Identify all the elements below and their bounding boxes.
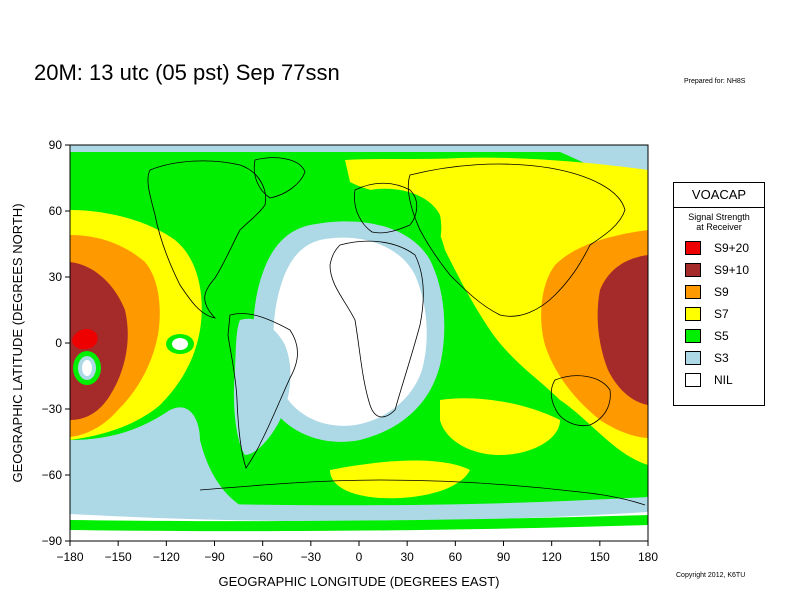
signal-legend: VOACAP Signal Strength at Receiver S9+20… xyxy=(673,182,765,406)
legend-swatch xyxy=(685,285,701,299)
region-s5-south-band xyxy=(70,515,648,532)
antarctica-outline xyxy=(199,479,646,506)
europe-outline xyxy=(354,182,418,234)
legend-label: S9+10 xyxy=(714,263,750,277)
legend-subtitle-line2: at Receiver xyxy=(696,222,742,232)
legend-title: VOACAP xyxy=(674,183,764,208)
x-tick-label: −30 xyxy=(301,550,322,564)
signal-coverage-layer xyxy=(70,145,648,541)
legend-swatch xyxy=(685,263,701,277)
asia-outline xyxy=(407,163,626,317)
legend-item: S5 xyxy=(674,326,764,348)
legend-item: S3 xyxy=(674,348,764,370)
legend-subtitle-line1: Signal Strength xyxy=(688,212,750,222)
region-s3-south-west xyxy=(70,407,260,520)
legend-item: NIL xyxy=(674,370,764,392)
region-s3-south-band xyxy=(70,497,648,522)
y-tick-label: −60 xyxy=(42,468,63,482)
region-s7-indian-ocean xyxy=(440,398,560,455)
region-nil-ring xyxy=(82,360,92,376)
legend-swatch xyxy=(685,351,701,365)
legend-swatch xyxy=(685,307,701,321)
y-tick-label: 90 xyxy=(49,138,63,152)
y-tick-label: 30 xyxy=(49,270,63,284)
x-tick-label: −90 xyxy=(204,550,225,564)
legend-label: NIL xyxy=(714,373,733,387)
legend-label: S3 xyxy=(714,351,729,365)
x-axis-ticks: −180 −150 −120 −90 −60 −30 0 30 60 90 120 150 180 xyxy=(56,541,658,564)
coastline-layer xyxy=(147,157,646,506)
legend-swatch xyxy=(685,241,701,255)
australia-outline xyxy=(550,375,611,427)
region-s9p10-western-pacific xyxy=(597,255,648,405)
x-tick-label: 120 xyxy=(542,550,562,564)
x-tick-label: −180 xyxy=(56,550,83,564)
region-nil-pacific-spot xyxy=(172,338,188,350)
legend-swatch xyxy=(685,329,701,343)
legend-item: S9+20 xyxy=(674,238,764,260)
x-tick-label: 90 xyxy=(497,550,511,564)
x-tick-label: 30 xyxy=(400,550,414,564)
y-axis-title: GEOGRAPHIC LATITUDE (DEGREES NORTH) xyxy=(10,203,25,482)
prepared-for-note: Prepared for: NH8S xyxy=(684,78,746,85)
legend-label: S9+20 xyxy=(714,241,750,255)
page-title: 20M: 13 utc (05 pst) Sep 77ssn xyxy=(34,60,340,85)
legend-label: S9 xyxy=(714,285,729,299)
x-tick-label: 180 xyxy=(638,550,658,564)
legend-item: S9 xyxy=(674,282,764,304)
region-s7-south-atlantic xyxy=(330,460,470,499)
x-tick-label: −120 xyxy=(153,550,180,564)
south-america-outline xyxy=(227,313,298,469)
y-axis-ticks: 90 60 30 0 −30 −60 −90 xyxy=(42,138,70,548)
x-tick-label: 60 xyxy=(449,550,463,564)
region-s3-south-america xyxy=(233,318,291,455)
greenland-outline xyxy=(253,157,306,199)
y-tick-label: −30 xyxy=(42,402,63,416)
region-nil-africa xyxy=(273,237,427,426)
x-axis-title: GEOGRAPHIC LONGITUDE (DEGREES EAST) xyxy=(219,574,500,589)
legend-swatch xyxy=(685,373,701,387)
y-tick-label: 0 xyxy=(55,336,62,350)
y-tick-label: −90 xyxy=(42,534,63,548)
x-tick-label: 150 xyxy=(590,550,610,564)
africa-outline xyxy=(329,240,424,418)
y-tick-label: 60 xyxy=(49,204,63,218)
copyright-note: Copyright 2012, K6TU xyxy=(676,572,746,579)
legend-label: S5 xyxy=(714,329,729,343)
north-america-outline xyxy=(147,160,267,319)
legend-label: S7 xyxy=(714,307,729,321)
x-tick-label: −150 xyxy=(105,550,132,564)
legend-item: S7 xyxy=(674,304,764,326)
legend-items: S9+20 S9+10 S9 S7 S5 S3 NIL xyxy=(674,238,764,392)
x-tick-label: 0 xyxy=(356,550,363,564)
region-s9p20-central-pacific xyxy=(72,329,98,350)
x-tick-label: −60 xyxy=(252,550,273,564)
legend-item: S9+10 xyxy=(674,260,764,282)
